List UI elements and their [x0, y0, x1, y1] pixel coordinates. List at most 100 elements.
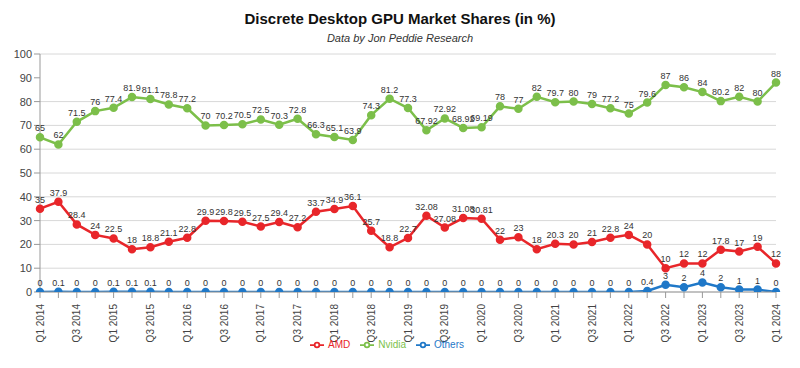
- svg-text:Q1 2014: Q1 2014: [35, 304, 46, 343]
- svg-text:86: 86: [679, 73, 689, 83]
- svg-text:79.7: 79.7: [546, 88, 564, 98]
- svg-text:22.8: 22.8: [602, 224, 620, 234]
- svg-text:0: 0: [203, 278, 208, 288]
- svg-text:79: 79: [587, 90, 597, 100]
- svg-text:Q1 2020: Q1 2020: [476, 304, 487, 343]
- svg-text:Q1 2019: Q1 2019: [403, 304, 414, 343]
- svg-text:24: 24: [90, 221, 100, 231]
- svg-text:29.8: 29.8: [215, 207, 233, 217]
- svg-text:10: 10: [20, 262, 32, 274]
- svg-text:70.2: 70.2: [215, 111, 233, 121]
- svg-text:78: 78: [495, 92, 505, 102]
- svg-text:0: 0: [405, 278, 410, 288]
- svg-text:20: 20: [20, 238, 32, 250]
- svg-text:18.8: 18.8: [142, 233, 160, 243]
- svg-text:Q1 2024: Q1 2024: [771, 304, 782, 343]
- svg-text:0: 0: [350, 278, 355, 288]
- svg-text:0.1: 0.1: [107, 278, 120, 288]
- svg-text:72.5: 72.5: [252, 105, 270, 115]
- svg-text:0: 0: [626, 278, 631, 288]
- svg-text:74.3: 74.3: [362, 101, 380, 111]
- svg-text:28.4: 28.4: [68, 210, 86, 220]
- svg-text:0: 0: [424, 278, 429, 288]
- svg-text:0: 0: [571, 278, 576, 288]
- svg-text:Q1 2016: Q1 2016: [182, 304, 193, 343]
- svg-text:34.9: 34.9: [326, 195, 344, 205]
- svg-text:77.2: 77.2: [178, 94, 196, 104]
- svg-text:22.7: 22.7: [399, 224, 417, 234]
- svg-text:78.8: 78.8: [160, 90, 178, 100]
- svg-text:20: 20: [569, 230, 579, 240]
- svg-text:100: 100: [14, 48, 32, 60]
- svg-text:2: 2: [681, 273, 686, 283]
- svg-text:1: 1: [737, 276, 742, 286]
- svg-text:20: 20: [642, 230, 652, 240]
- svg-text:0: 0: [74, 278, 79, 288]
- svg-text:0: 0: [442, 278, 447, 288]
- svg-text:77: 77: [513, 95, 523, 105]
- svg-text:0: 0: [277, 278, 282, 288]
- svg-text:0: 0: [37, 278, 42, 288]
- svg-text:19: 19: [753, 233, 763, 243]
- svg-text:Q3 2014: Q3 2014: [71, 304, 82, 343]
- svg-text:12: 12: [697, 249, 707, 259]
- svg-text:90: 90: [20, 72, 32, 84]
- svg-text:20.3: 20.3: [546, 230, 564, 240]
- svg-text:Q3 2022: Q3 2022: [660, 304, 671, 343]
- svg-text:18: 18: [127, 235, 137, 245]
- svg-text:1: 1: [755, 276, 760, 286]
- svg-text:77.2: 77.2: [602, 94, 620, 104]
- svg-text:33.7: 33.7: [307, 198, 325, 208]
- svg-text:75: 75: [624, 100, 634, 110]
- svg-text:12: 12: [679, 249, 689, 259]
- svg-text:30: 30: [20, 215, 32, 227]
- svg-text:17.8: 17.8: [712, 236, 730, 246]
- svg-text:0: 0: [516, 278, 521, 288]
- svg-text:0: 0: [295, 278, 300, 288]
- svg-text:29.4: 29.4: [270, 208, 288, 218]
- svg-text:27.5: 27.5: [252, 213, 270, 223]
- svg-text:Q1 2018: Q1 2018: [329, 304, 340, 343]
- svg-text:Q1 2017: Q1 2017: [255, 304, 266, 343]
- svg-text:27.2: 27.2: [289, 213, 307, 223]
- svg-text:10: 10: [661, 254, 671, 264]
- svg-text:29.9: 29.9: [197, 207, 215, 217]
- svg-text:0: 0: [240, 278, 245, 288]
- svg-text:21.1: 21.1: [160, 228, 178, 238]
- svg-text:0: 0: [185, 278, 190, 288]
- svg-text:62: 62: [53, 130, 63, 140]
- svg-text:0: 0: [93, 278, 98, 288]
- svg-text:70.5: 70.5: [234, 110, 252, 120]
- svg-text:Q1 2015: Q1 2015: [108, 304, 119, 343]
- svg-text:Q1 2023: Q1 2023: [697, 304, 708, 343]
- svg-text:35: 35: [35, 195, 45, 205]
- svg-text:22: 22: [495, 226, 505, 236]
- svg-text:0: 0: [221, 278, 226, 288]
- svg-text:Q1 2021: Q1 2021: [550, 304, 561, 343]
- svg-text:37.9: 37.9: [50, 188, 68, 198]
- svg-text:88: 88: [771, 69, 781, 79]
- svg-text:30.81: 30.81: [470, 205, 493, 215]
- svg-text:36.1: 36.1: [344, 192, 362, 202]
- svg-text:63.9: 63.9: [344, 126, 362, 136]
- svg-text:82: 82: [532, 83, 542, 93]
- svg-text:Q3 2018: Q3 2018: [366, 304, 377, 343]
- svg-text:70: 70: [201, 111, 211, 121]
- svg-text:60: 60: [20, 143, 32, 155]
- svg-text:0.1: 0.1: [52, 278, 65, 288]
- svg-text:0: 0: [461, 278, 466, 288]
- svg-text:84: 84: [697, 78, 707, 88]
- svg-text:69.19: 69.19: [470, 113, 493, 123]
- svg-text:0: 0: [166, 278, 171, 288]
- svg-text:18: 18: [532, 235, 542, 245]
- svg-text:82: 82: [734, 83, 744, 93]
- svg-text:40: 40: [20, 191, 32, 203]
- svg-text:32.08: 32.08: [415, 202, 438, 212]
- svg-text:79.6: 79.6: [638, 89, 656, 99]
- svg-text:76: 76: [90, 97, 100, 107]
- svg-text:22.8: 22.8: [178, 224, 196, 234]
- svg-text:23: 23: [513, 223, 523, 233]
- svg-text:Q3 2016: Q3 2016: [219, 304, 230, 343]
- svg-text:17: 17: [734, 238, 744, 248]
- svg-text:80.2: 80.2: [712, 87, 730, 97]
